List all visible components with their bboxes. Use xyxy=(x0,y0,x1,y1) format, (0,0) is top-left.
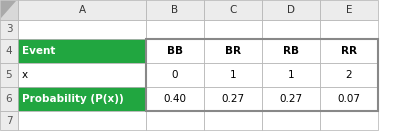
Bar xyxy=(262,111,320,130)
Text: 1: 1 xyxy=(288,70,294,80)
Bar xyxy=(18,0,146,20)
Text: BR: BR xyxy=(225,46,241,56)
Bar xyxy=(18,39,146,63)
Bar xyxy=(0,20,18,39)
Text: 0.27: 0.27 xyxy=(221,94,245,104)
Bar xyxy=(146,87,204,111)
Bar xyxy=(204,0,262,20)
Bar xyxy=(204,111,262,130)
Bar xyxy=(204,39,262,63)
Text: Event: Event xyxy=(22,46,55,56)
Bar xyxy=(320,20,378,39)
Text: 3: 3 xyxy=(6,24,12,35)
Bar xyxy=(204,20,262,39)
Text: 2: 2 xyxy=(346,70,352,80)
Bar xyxy=(18,20,146,39)
Bar xyxy=(204,63,262,87)
Text: 6: 6 xyxy=(6,94,12,104)
Text: C: C xyxy=(229,5,237,15)
Text: RR: RR xyxy=(341,46,357,56)
Bar xyxy=(320,39,378,63)
Bar xyxy=(320,63,378,87)
Bar xyxy=(146,0,204,20)
Text: 4: 4 xyxy=(6,46,12,56)
Bar xyxy=(262,63,320,87)
Text: RB: RB xyxy=(283,46,299,56)
Bar xyxy=(0,111,18,130)
Text: 5: 5 xyxy=(6,70,12,80)
Text: Probability (P(x)): Probability (P(x)) xyxy=(22,94,124,104)
Bar xyxy=(146,20,204,39)
Text: BB: BB xyxy=(167,46,183,56)
Bar xyxy=(262,87,320,111)
Text: D: D xyxy=(287,5,295,15)
Bar xyxy=(262,0,320,20)
Text: B: B xyxy=(171,5,179,15)
Bar xyxy=(18,63,146,87)
Bar xyxy=(146,111,204,130)
Bar xyxy=(18,87,146,111)
Bar xyxy=(262,20,320,39)
Text: x: x xyxy=(22,70,28,80)
Text: 7: 7 xyxy=(6,115,12,126)
Bar xyxy=(0,87,18,111)
Bar xyxy=(146,39,378,111)
Text: 1: 1 xyxy=(230,70,236,80)
Bar xyxy=(320,87,378,111)
Bar xyxy=(146,39,204,63)
Bar xyxy=(146,63,204,87)
Text: E: E xyxy=(346,5,352,15)
Text: 0.27: 0.27 xyxy=(279,94,303,104)
Bar xyxy=(0,39,18,63)
Bar xyxy=(320,0,378,20)
Polygon shape xyxy=(1,1,16,18)
Bar xyxy=(0,0,18,20)
Text: 0.07: 0.07 xyxy=(337,94,360,104)
Text: A: A xyxy=(79,5,85,15)
Bar xyxy=(204,87,262,111)
Bar xyxy=(320,111,378,130)
Bar xyxy=(262,39,320,63)
Text: 0.40: 0.40 xyxy=(164,94,187,104)
Text: 0: 0 xyxy=(172,70,178,80)
Bar xyxy=(18,111,146,130)
Bar xyxy=(0,63,18,87)
